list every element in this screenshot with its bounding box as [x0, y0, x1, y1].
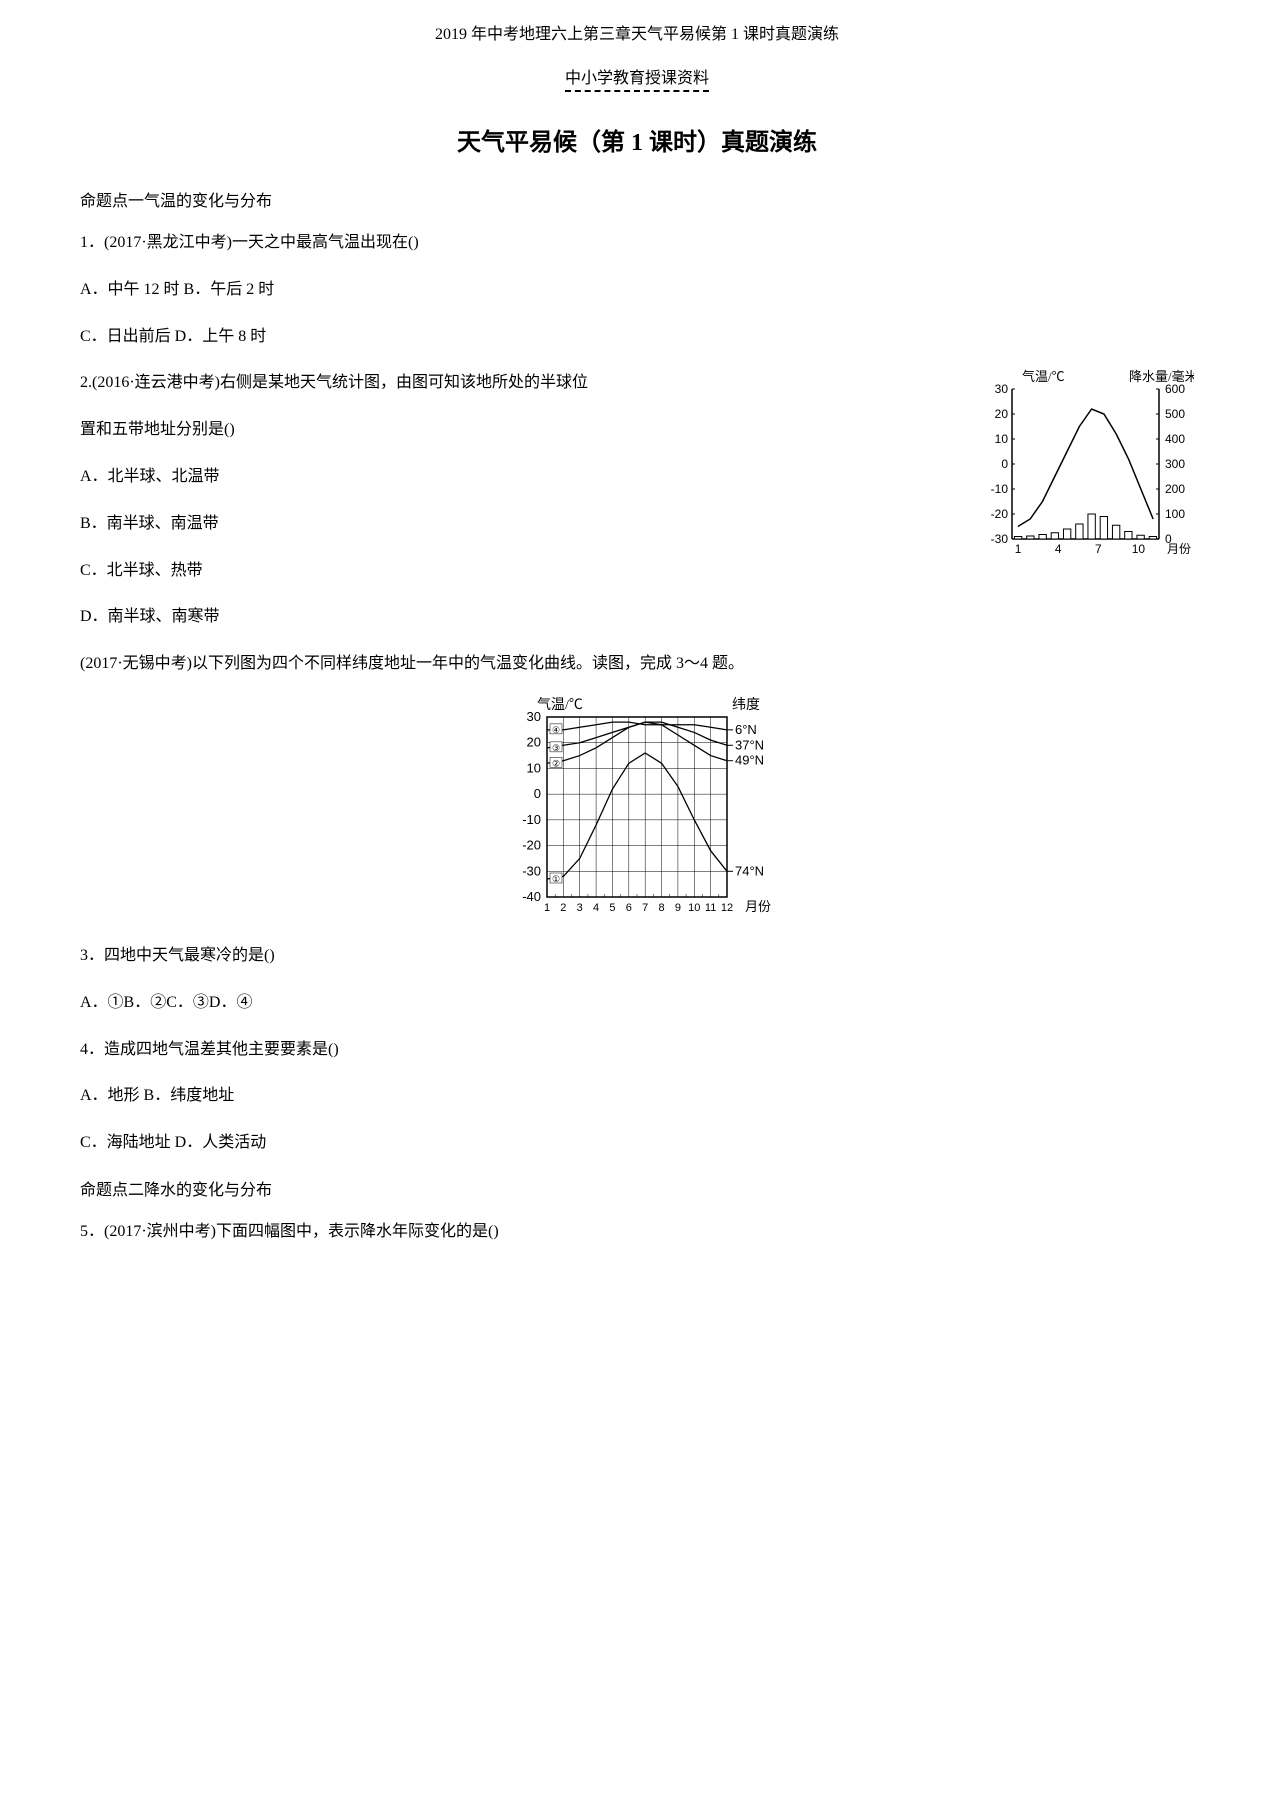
svg-text:30: 30 — [995, 382, 1009, 396]
svg-text:400: 400 — [1165, 432, 1185, 446]
subtitle-wrapper: 中小学教育授课资料 — [80, 64, 1194, 92]
q1-opt-cd: C．日出前后 D．上午 8 时 — [80, 323, 1194, 352]
svg-text:2: 2 — [560, 902, 566, 914]
svg-text:-10: -10 — [522, 812, 541, 827]
svg-text:300: 300 — [1165, 457, 1185, 471]
climate-chart-icon: 气温/℃降水量/毫米3020100-10-20-3060050040030020… — [974, 369, 1194, 559]
svg-text:-30: -30 — [522, 863, 541, 878]
svg-text:4: 4 — [593, 902, 599, 914]
svg-text:12: 12 — [721, 902, 733, 914]
subtitle: 中小学教育授课资料 — [565, 64, 709, 92]
svg-text:1: 1 — [1015, 542, 1022, 556]
svg-text:8: 8 — [658, 902, 664, 914]
svg-text:7: 7 — [1095, 542, 1102, 556]
q5-text: 5．(2017·滨州中考)下面四幅图中，表示降水年际变化的是() — [80, 1218, 1194, 1247]
q4-opt-cd: C．海陆地址 D．人类活动 — [80, 1129, 1194, 1158]
svg-text:0: 0 — [1001, 457, 1008, 471]
svg-text:月份: 月份 — [745, 899, 771, 914]
svg-text:20: 20 — [995, 407, 1009, 421]
svg-text:3: 3 — [577, 902, 583, 914]
svg-text:20: 20 — [527, 735, 541, 750]
svg-text:0: 0 — [534, 786, 541, 801]
q2-opt-b: B．南半球、南温带 — [80, 510, 954, 539]
svg-text:-10: -10 — [991, 482, 1009, 496]
svg-text:100: 100 — [1165, 507, 1185, 521]
svg-text:月份: 月份 — [1167, 542, 1191, 556]
svg-text:6°N: 6°N — [735, 722, 757, 737]
svg-text:6: 6 — [626, 902, 632, 914]
q2-text1: 2.(2016·连云港中考)右侧是某地天气统计图，由图可知该地所处的半球位 — [80, 369, 954, 398]
svg-text:-20: -20 — [522, 838, 541, 853]
svg-text:200: 200 — [1165, 482, 1185, 496]
svg-text:11: 11 — [705, 902, 716, 914]
q3-text: 3．四地中天气最寒冷的是() — [80, 942, 1194, 971]
chart2-container: 气温/℃纬度3020100-10-20-30-40123456789101112… — [80, 697, 1194, 922]
svg-text:7: 7 — [642, 902, 648, 914]
main-title: 天气平易候（第 1 课时）真题演练 — [80, 122, 1194, 157]
svg-text:500: 500 — [1165, 407, 1185, 421]
svg-text:74°N: 74°N — [735, 863, 764, 878]
svg-text:600: 600 — [1165, 382, 1185, 396]
chart1-container: 气温/℃降水量/毫米3020100-10-20-3060050040030020… — [974, 369, 1194, 650]
svg-text:10: 10 — [995, 432, 1009, 446]
svg-text:④: ④ — [552, 725, 560, 735]
section2-heading: 命题点二降水的变化与分布 — [80, 1176, 1194, 1200]
q1-text: 1．(2017·黑龙江中考)一天之中最高气温出现在() — [80, 229, 1194, 258]
svg-text:③: ③ — [552, 743, 560, 753]
svg-text:10: 10 — [1132, 542, 1146, 556]
svg-text:①: ① — [552, 874, 560, 884]
svg-text:4: 4 — [1055, 542, 1062, 556]
q3-opts: A．①B．②C．③D．④ — [80, 989, 1194, 1018]
svg-text:-40: -40 — [522, 889, 541, 904]
q4-opt-ab: A．地形 B．纬度地址 — [80, 1082, 1194, 1111]
q2-opt-a: A．北半球、北温带 — [80, 463, 954, 492]
svg-text:-20: -20 — [991, 507, 1009, 521]
svg-text:纬度: 纬度 — [732, 697, 760, 713]
q2-opt-d: D．南半球、南寒带 — [80, 603, 954, 632]
svg-text:气温/℃: 气温/℃ — [537, 697, 583, 713]
page-header-title: 2019 年中考地理六上第三章天气平易候第 1 课时真题演练 — [80, 20, 1194, 44]
svg-text:30: 30 — [527, 709, 541, 724]
q1-opt-ab: A．中午 12 时 B．午后 2 时 — [80, 276, 1194, 305]
svg-text:37°N: 37°N — [735, 737, 764, 752]
svg-text:-30: -30 — [991, 532, 1009, 546]
q34-intro: (2017·无锡中考)以下列图为四个不同样纬度地址一年中的气温变化曲线。读图，完… — [80, 650, 1194, 679]
svg-text:10: 10 — [688, 902, 700, 914]
q2-text2: 置和五带地址分别是() — [80, 416, 954, 445]
svg-text:49°N: 49°N — [735, 753, 764, 768]
svg-text:②: ② — [552, 758, 560, 768]
q4-text: 4．造成四地气温差其他主要要素是() — [80, 1036, 1194, 1065]
temperature-curves-chart-icon: 气温/℃纬度3020100-10-20-30-40123456789101112… — [497, 697, 777, 917]
svg-text:5: 5 — [609, 902, 615, 914]
svg-text:气温/℃: 气温/℃ — [1022, 369, 1065, 384]
section1-heading: 命题点一气温的变化与分布 — [80, 187, 1194, 211]
svg-text:10: 10 — [527, 760, 541, 775]
q2-left: 2.(2016·连云港中考)右侧是某地天气统计图，由图可知该地所处的半球位 置和… — [80, 369, 954, 650]
svg-text:9: 9 — [675, 902, 681, 914]
svg-text:1: 1 — [544, 902, 550, 914]
q2-block: 2.(2016·连云港中考)右侧是某地天气统计图，由图可知该地所处的半球位 置和… — [80, 369, 1194, 650]
q2-opt-c: C．北半球、热带 — [80, 557, 954, 586]
